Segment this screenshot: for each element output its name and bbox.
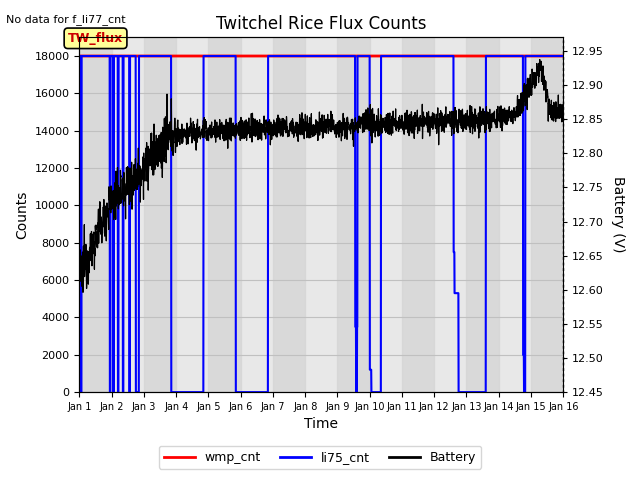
Text: TW_flux: TW_flux: [68, 32, 123, 45]
Bar: [337, 37, 370, 392]
Bar: [531, 37, 563, 392]
Bar: [79, 37, 111, 392]
Bar: [273, 37, 305, 392]
Bar: [467, 37, 499, 392]
Y-axis label: Counts: Counts: [15, 191, 29, 239]
Title: Twitchel Rice Flux Counts: Twitchel Rice Flux Counts: [216, 15, 427, 33]
Bar: [144, 37, 176, 392]
X-axis label: Time: Time: [305, 418, 339, 432]
Text: No data for f_li77_cnt: No data for f_li77_cnt: [6, 14, 126, 25]
Bar: [402, 37, 434, 392]
Bar: [209, 37, 241, 392]
Y-axis label: Battery (V): Battery (V): [611, 177, 625, 253]
Legend: wmp_cnt, li75_cnt, Battery: wmp_cnt, li75_cnt, Battery: [159, 446, 481, 469]
